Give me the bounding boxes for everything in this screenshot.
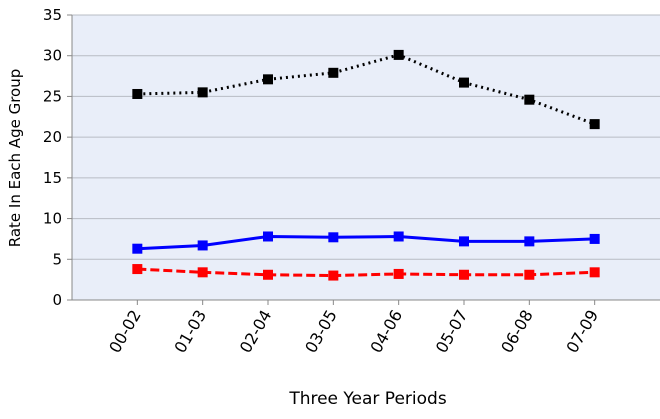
y-tick-label: 5 <box>52 250 62 268</box>
x-tick-label: 06-08 <box>497 307 537 357</box>
x-tick-label: 02-04 <box>236 307 276 357</box>
marker <box>393 231 404 242</box>
marker <box>328 270 339 281</box>
x-tick-label: 07-09 <box>562 307 602 357</box>
y-tick-label: 35 <box>43 6 62 24</box>
marker <box>197 87 208 98</box>
marker <box>524 269 535 280</box>
marker <box>524 94 535 105</box>
series-line <box>137 234 595 251</box>
y-tick-label: 25 <box>43 87 62 105</box>
marker <box>132 264 143 275</box>
x-tick-label: 00-02 <box>105 307 145 357</box>
x-axis-label: Three Year Periods <box>288 389 447 409</box>
marker <box>132 88 143 99</box>
marker <box>197 267 208 278</box>
x-tick-label: 05-07 <box>432 307 472 357</box>
plot-area <box>72 15 660 300</box>
y-tick-label: 0 <box>52 291 62 309</box>
marker <box>459 236 469 247</box>
marker <box>459 269 469 280</box>
marker <box>197 240 208 251</box>
x-tick-label: 01-03 <box>170 307 210 357</box>
marker <box>328 67 339 78</box>
marker <box>132 243 143 254</box>
marker <box>263 269 273 280</box>
marker <box>459 77 469 88</box>
y-tick-label: 10 <box>43 210 62 228</box>
marker <box>589 119 600 130</box>
marker <box>328 232 339 243</box>
y-axis-label: Rate In Each Age Group <box>6 69 24 248</box>
marker <box>589 267 600 278</box>
marker <box>263 231 273 242</box>
marker <box>589 233 600 244</box>
y-tick-label: 30 <box>43 47 62 65</box>
y-tick-label: 15 <box>43 169 62 187</box>
marker <box>524 236 535 247</box>
marker <box>393 49 404 60</box>
marker <box>393 268 404 279</box>
x-tick-label: 03-05 <box>301 307 341 357</box>
series-line <box>137 267 595 278</box>
x-tick-label: 04-06 <box>366 307 406 357</box>
marker <box>263 74 273 85</box>
y-tick-label: 20 <box>43 128 62 146</box>
